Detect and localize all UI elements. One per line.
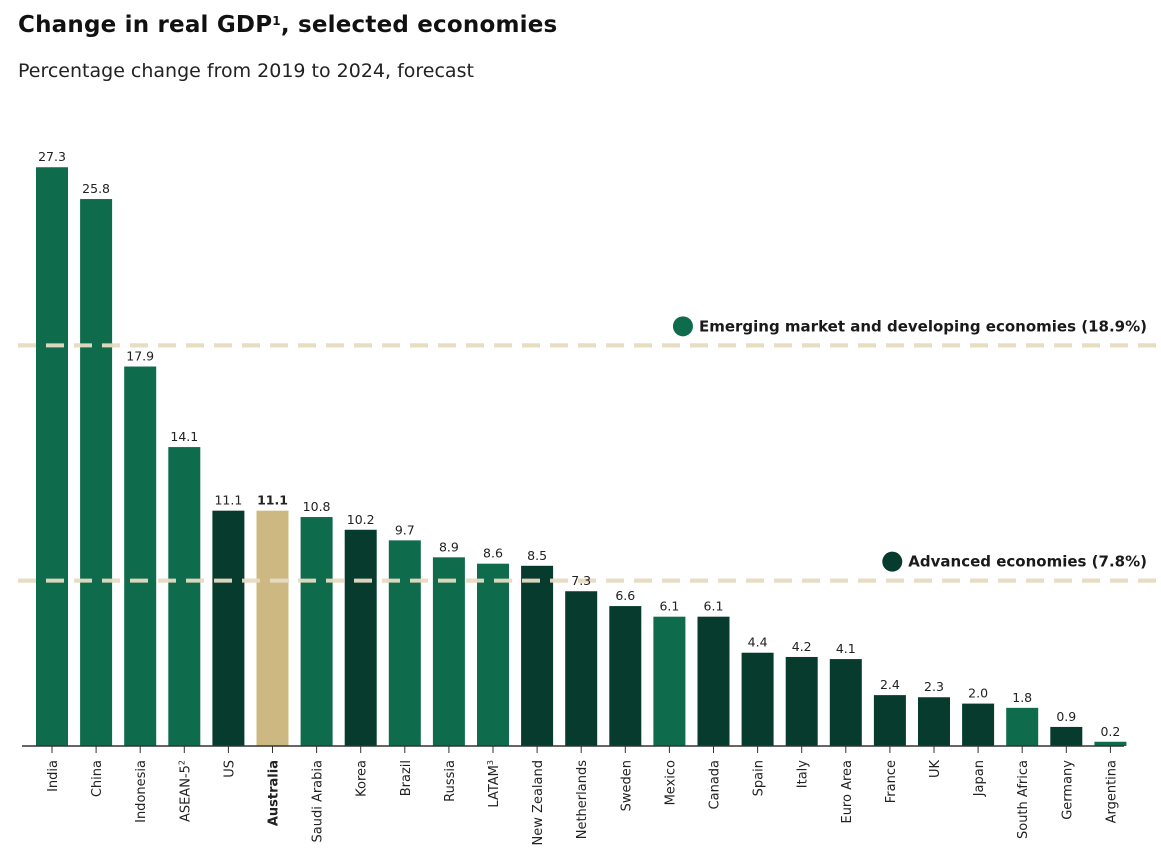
value-label: 8.6 bbox=[483, 546, 503, 561]
category-label: South Africa bbox=[1016, 760, 1031, 839]
category-label: Euro Area bbox=[840, 760, 855, 824]
bar-argentina bbox=[1094, 741, 1127, 746]
bar-new-zealand bbox=[521, 565, 554, 746]
value-label: 1.8 bbox=[1012, 690, 1032, 705]
bar-uk bbox=[918, 697, 950, 746]
bar-brazil bbox=[388, 540, 421, 746]
category-label: India bbox=[46, 760, 61, 792]
value-label: 8.5 bbox=[527, 548, 547, 563]
bar-japan bbox=[962, 703, 995, 746]
value-label: 6.1 bbox=[704, 599, 724, 614]
legend-dot-emerging bbox=[672, 316, 693, 337]
bar-netherlands bbox=[565, 591, 598, 746]
reference-label-emerging: Emerging market and developing economies… bbox=[699, 317, 1147, 335]
category-label: Indonesia bbox=[134, 760, 149, 823]
category-label: Canada bbox=[708, 760, 723, 809]
value-label: 4.2 bbox=[792, 639, 812, 654]
category-label: Argentina bbox=[1104, 760, 1119, 823]
value-label: 6.6 bbox=[615, 588, 635, 603]
value-label: 0.9 bbox=[1056, 709, 1076, 724]
value-label: 7.3 bbox=[571, 573, 591, 588]
value-label: 25.8 bbox=[82, 181, 110, 196]
category-label: Netherlands bbox=[575, 760, 590, 839]
value-label: 27.3 bbox=[38, 149, 66, 164]
value-label: 6.1 bbox=[659, 599, 679, 614]
category-label: Mexico bbox=[663, 760, 678, 805]
category-label: Russia bbox=[443, 760, 458, 802]
chart-subtitle: Percentage change from 2019 to 2024, for… bbox=[18, 60, 474, 82]
category-footnote: 2 bbox=[177, 760, 186, 765]
category-label: France bbox=[884, 760, 899, 803]
bar-sweden bbox=[609, 606, 642, 746]
bar-south-africa bbox=[1006, 707, 1039, 746]
bar-canada bbox=[697, 616, 730, 746]
value-label: 8.9 bbox=[439, 539, 459, 554]
value-label: 0.2 bbox=[1100, 724, 1120, 739]
bar-indonesia bbox=[124, 366, 157, 746]
chart-title: Change in real GDP1, selected economies bbox=[18, 12, 558, 38]
bar-russia bbox=[432, 557, 465, 746]
bar-korea bbox=[344, 529, 377, 746]
value-label: 10.8 bbox=[303, 499, 331, 514]
title-footnote: 1 bbox=[272, 14, 281, 28]
category-label: Korea bbox=[355, 760, 370, 797]
title-suffix: , selected economies bbox=[280, 12, 558, 38]
category-label: US bbox=[222, 760, 237, 778]
category-label: Italy bbox=[796, 760, 811, 789]
bar-latam bbox=[477, 563, 509, 746]
value-label: 11.1 bbox=[257, 493, 288, 508]
category-label: LATAM3 bbox=[486, 760, 502, 808]
value-label: 17.9 bbox=[126, 349, 154, 364]
category-label: Japan bbox=[972, 760, 987, 797]
category-footnote: 3 bbox=[486, 760, 495, 765]
category-label: Brazil bbox=[399, 760, 414, 796]
category-label: China bbox=[90, 760, 105, 797]
legend-dot-advanced bbox=[882, 551, 903, 572]
category-label: Sweden bbox=[619, 760, 634, 811]
value-label: 9.7 bbox=[395, 522, 415, 537]
bar-china bbox=[80, 199, 113, 747]
category-label: New Zealand bbox=[531, 760, 546, 845]
value-label: 4.1 bbox=[836, 641, 856, 656]
category-label: Spain bbox=[752, 760, 767, 796]
value-label: 10.2 bbox=[347, 512, 375, 527]
bar-euro-area bbox=[829, 659, 862, 746]
category-label: Germany bbox=[1060, 760, 1075, 820]
bar-saudi-arabia bbox=[300, 517, 333, 746]
value-label: 11.1 bbox=[214, 493, 242, 508]
bar-france bbox=[873, 695, 906, 746]
category-label: Saudi Arabia bbox=[311, 760, 326, 843]
value-label: 2.3 bbox=[924, 679, 944, 694]
bar-spain bbox=[741, 652, 774, 746]
bar-mexico bbox=[653, 616, 686, 746]
value-label: 4.4 bbox=[748, 635, 768, 650]
reference-label-advanced: Advanced economies (7.8%) bbox=[908, 553, 1147, 571]
category-label: ASEAN-52 bbox=[177, 760, 193, 822]
bar-asean-5 bbox=[168, 447, 201, 746]
value-label: 2.0 bbox=[968, 686, 988, 701]
value-label: 14.1 bbox=[170, 429, 198, 444]
bar-india bbox=[36, 167, 68, 747]
category-label: Australia bbox=[267, 760, 282, 826]
category-label: UK bbox=[928, 760, 943, 779]
bar-germany bbox=[1050, 726, 1083, 746]
bar-australia bbox=[256, 510, 289, 746]
value-label: 2.4 bbox=[880, 677, 900, 692]
bar-us bbox=[212, 510, 245, 746]
bar-italy bbox=[785, 656, 818, 746]
